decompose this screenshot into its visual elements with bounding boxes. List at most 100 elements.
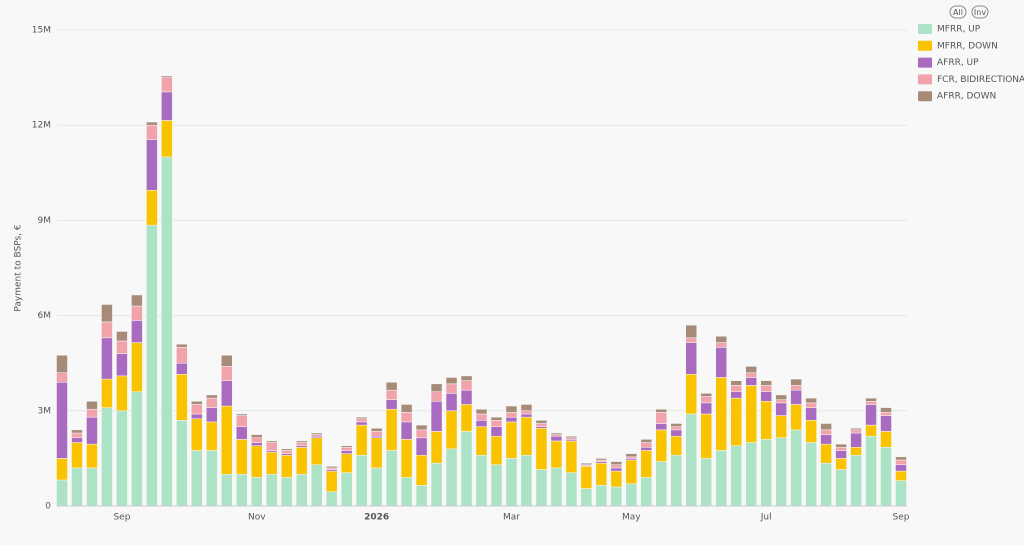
x-tick-label: Jul — [760, 513, 772, 523]
bar-segment — [760, 380, 772, 386]
bar-segment — [820, 423, 832, 431]
bar-segment — [295, 442, 308, 446]
bar-segment — [700, 393, 712, 397]
bar-segment — [445, 410, 458, 450]
bar-segment — [730, 397, 742, 446]
legend-label[interactable]: MFRR, UP — [937, 25, 981, 35]
bar-segment — [475, 454, 488, 507]
bar-segment — [415, 485, 428, 507]
bar-segment — [670, 426, 683, 431]
legend-swatch[interactable] — [918, 91, 932, 102]
bar-segment — [131, 342, 143, 393]
bar-segment — [116, 410, 128, 507]
bar-segment — [580, 488, 593, 507]
toggle-button-label[interactable]: All — [953, 8, 963, 17]
bar-segment — [71, 467, 83, 507]
y-axis-title: Payment to BSPs, € — [14, 224, 24, 312]
bar-segment — [535, 420, 548, 424]
bar-segment — [685, 413, 697, 507]
legend-label[interactable]: MFRR, DOWN — [937, 41, 998, 51]
bar-segment — [850, 429, 862, 434]
bar-segment — [310, 464, 323, 507]
bar-segment — [715, 450, 727, 507]
y-tick-label: 12M — [32, 121, 51, 131]
bar-segment — [730, 391, 742, 399]
legend-swatch[interactable] — [918, 24, 932, 34]
toggle-button[interactable] — [971, 5, 989, 19]
y-tick-label: 0 — [45, 502, 51, 512]
bar-segment — [655, 461, 668, 507]
bar-segment — [850, 428, 862, 431]
bar-segment — [161, 156, 173, 507]
bar-segment — [490, 464, 503, 507]
bar-segment — [610, 461, 623, 465]
bar-segment — [520, 454, 533, 507]
bar-segment — [295, 474, 308, 507]
bar-segment — [805, 442, 817, 507]
legend-label[interactable]: AFRR, UP — [937, 58, 979, 68]
bar-segment — [206, 450, 218, 507]
bar-segment — [370, 467, 383, 507]
bar-segment — [131, 320, 143, 343]
legend-swatch[interactable] — [918, 74, 932, 85]
bar-segment — [445, 448, 458, 507]
bar-segment — [700, 413, 712, 459]
bar-segment — [535, 428, 548, 470]
bar-segment — [191, 418, 203, 451]
bar-segment — [775, 402, 787, 416]
bar-segment — [206, 421, 218, 451]
legend-swatch[interactable] — [918, 40, 932, 51]
bar-segment — [280, 450, 293, 454]
bar-segment — [415, 429, 428, 439]
bar-segment — [670, 429, 683, 437]
bar-segment — [625, 483, 638, 507]
bar-segment — [745, 377, 757, 386]
bar-segment — [116, 353, 128, 377]
bar-segment — [236, 415, 248, 427]
bar-segment — [490, 416, 503, 421]
bar-segment — [550, 467, 563, 507]
bar-segment — [236, 474, 248, 507]
bar-segment — [895, 459, 907, 465]
legend-label[interactable]: FCR, BIDIRECTIONAL — [937, 75, 1024, 85]
bar-segment — [445, 393, 458, 412]
bar-segment — [580, 466, 593, 489]
bar-segment — [880, 407, 892, 413]
bar-segment — [176, 420, 188, 507]
bar-segment — [101, 304, 113, 323]
bar-segment — [610, 470, 623, 488]
bar-segment — [640, 447, 653, 451]
bar-segment — [880, 447, 892, 507]
bar-segment — [520, 404, 533, 412]
bar-segment — [685, 374, 697, 415]
bar-segment — [86, 443, 98, 469]
bar-segment — [745, 366, 757, 373]
bar-segment — [251, 434, 263, 439]
bar-segment — [655, 429, 668, 462]
toggle-button[interactable] — [949, 5, 967, 19]
bar-segment — [625, 459, 638, 485]
bar-segment — [400, 421, 413, 440]
bar-segment — [865, 401, 877, 405]
bar-segment — [415, 454, 428, 486]
bar-segment — [266, 474, 278, 507]
bar-segment — [505, 416, 518, 423]
bar-segment — [385, 381, 398, 391]
bar-segment — [310, 437, 323, 465]
bar-segment — [805, 397, 817, 404]
legend-label[interactable]: AFRR, DOWN — [937, 92, 996, 102]
toggle-button-label[interactable]: Inv — [974, 8, 986, 17]
bar-segment — [400, 404, 413, 413]
bar-segment — [490, 435, 503, 465]
bar-segment — [236, 413, 248, 416]
bar-segment — [146, 124, 158, 140]
legend-swatch[interactable] — [918, 57, 932, 68]
bar-segment — [895, 480, 907, 507]
bar-segment — [251, 445, 263, 478]
bar-segment — [820, 443, 832, 464]
bar-segment — [430, 462, 443, 507]
bar-segment — [610, 464, 623, 469]
bar-segment — [131, 294, 143, 307]
bar-segment — [56, 355, 68, 373]
